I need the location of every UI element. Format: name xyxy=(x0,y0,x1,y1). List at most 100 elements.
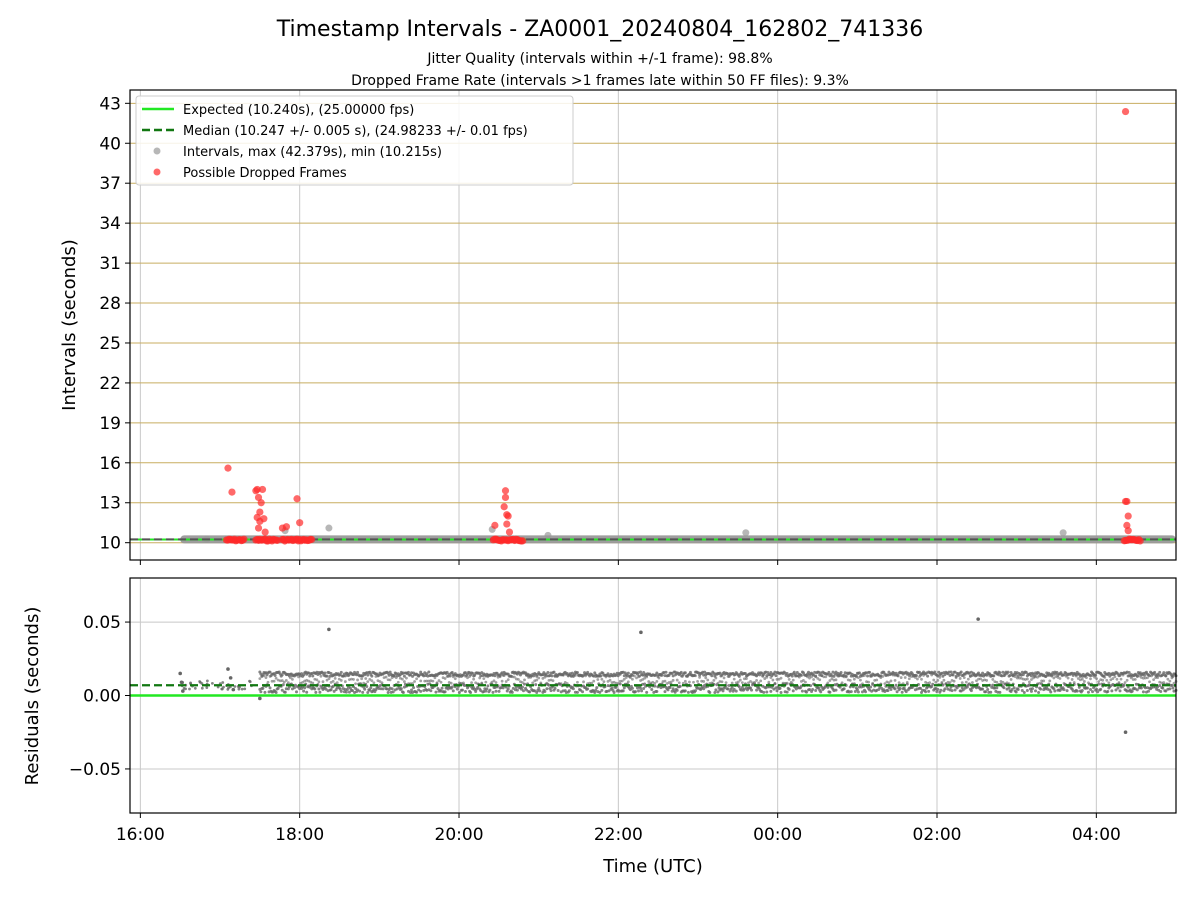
residual-point xyxy=(765,675,769,679)
residual-point xyxy=(831,670,835,674)
residual-point xyxy=(706,678,710,682)
residual-point xyxy=(1074,674,1078,678)
residual-point xyxy=(427,679,431,683)
residual-point xyxy=(926,674,930,678)
x-tick-label: 22:00 xyxy=(594,825,643,845)
residual-point xyxy=(819,690,823,694)
residual-point xyxy=(977,671,981,675)
dropped-frame-point xyxy=(296,519,304,527)
interval-point xyxy=(1059,529,1067,537)
chart-subtitle-dropped: Dropped Frame Rate (intervals >1 frames … xyxy=(351,73,849,89)
residual-point xyxy=(429,689,433,693)
residual-point xyxy=(1085,686,1089,690)
residual-point xyxy=(679,670,683,674)
residual-point xyxy=(610,686,614,690)
residual-point xyxy=(576,680,579,684)
residual-point xyxy=(280,673,284,677)
residual-point xyxy=(1115,677,1119,681)
residual-point xyxy=(1172,681,1176,685)
residual-point xyxy=(472,677,476,681)
residual-point xyxy=(561,673,565,677)
residual-point xyxy=(1111,677,1115,680)
residual-point xyxy=(875,678,879,682)
residual-point xyxy=(894,683,898,687)
residual-point xyxy=(642,686,646,690)
residual-point xyxy=(1152,678,1156,681)
residual-point xyxy=(838,685,842,689)
residual-point xyxy=(742,677,746,681)
dropped-frame-point xyxy=(1121,107,1130,116)
top-y-tick-label: 31 xyxy=(99,254,121,274)
residual-point xyxy=(425,672,429,676)
residual-point xyxy=(286,681,290,685)
residual-point xyxy=(1162,671,1166,675)
residual-point xyxy=(268,686,272,690)
residual-point xyxy=(981,671,985,675)
residual-point xyxy=(732,687,736,691)
residual-point xyxy=(946,680,950,684)
residual-point xyxy=(1068,681,1072,685)
residual-point xyxy=(233,685,237,688)
residual-point xyxy=(704,676,708,680)
residual-point xyxy=(777,677,781,681)
residual-point xyxy=(504,685,508,689)
residual-point xyxy=(1125,678,1129,682)
residual-point xyxy=(663,679,667,683)
residual-point xyxy=(737,685,741,689)
residual-point xyxy=(779,690,783,694)
residual-point xyxy=(975,679,978,683)
residual-point xyxy=(787,687,791,691)
residual-point xyxy=(860,690,864,694)
residual-point xyxy=(986,688,990,692)
residual-point xyxy=(288,676,292,680)
residual-point xyxy=(412,686,416,690)
dropped-frame-point xyxy=(228,488,236,496)
residual-point xyxy=(553,686,557,690)
residual-point xyxy=(602,680,606,684)
residual-point xyxy=(1103,675,1107,679)
residual-point xyxy=(1166,677,1170,681)
residual-point xyxy=(755,688,759,692)
x-tick-label: 20:00 xyxy=(435,825,484,845)
residual-point xyxy=(425,679,429,683)
residual-point xyxy=(827,670,831,674)
residual-point xyxy=(243,687,247,691)
residual-point xyxy=(437,679,441,682)
residual-point xyxy=(645,675,649,679)
residual-point xyxy=(222,685,225,689)
residual-point xyxy=(1085,676,1088,680)
legend-dropped-label: Possible Dropped Frames xyxy=(183,166,347,181)
residual-point xyxy=(1001,670,1005,674)
residual-point xyxy=(1009,678,1013,681)
residual-point xyxy=(1020,688,1024,692)
residual-point xyxy=(1080,677,1084,681)
residual-point xyxy=(402,674,406,678)
residual-point xyxy=(1159,690,1163,694)
residual-point xyxy=(814,689,818,693)
residual-point xyxy=(480,681,484,685)
residual-point xyxy=(775,689,779,693)
residual-point xyxy=(889,679,893,683)
residual-point xyxy=(319,674,323,678)
residual-point xyxy=(832,674,836,678)
residual-point xyxy=(936,679,940,682)
residual-point xyxy=(541,676,545,680)
residual-point xyxy=(769,670,773,674)
chart-title: Timestamp Intervals - ZA0001_20240804_16… xyxy=(276,17,924,42)
residual-point xyxy=(677,681,681,685)
residual-point xyxy=(639,686,643,690)
residual-point xyxy=(714,688,718,692)
residual-point xyxy=(932,678,936,682)
residual-point xyxy=(380,681,384,685)
residual-point xyxy=(893,678,897,682)
dropped-frame-point xyxy=(253,485,261,494)
residual-point xyxy=(1105,678,1109,682)
residual-point xyxy=(274,676,278,680)
residual-point xyxy=(305,690,309,694)
residual-point xyxy=(730,685,734,689)
dropped-frame-point xyxy=(501,487,510,495)
residual-point xyxy=(294,690,298,694)
residual-point xyxy=(722,676,726,680)
residual-point xyxy=(1002,686,1006,690)
residual-point xyxy=(863,674,866,677)
